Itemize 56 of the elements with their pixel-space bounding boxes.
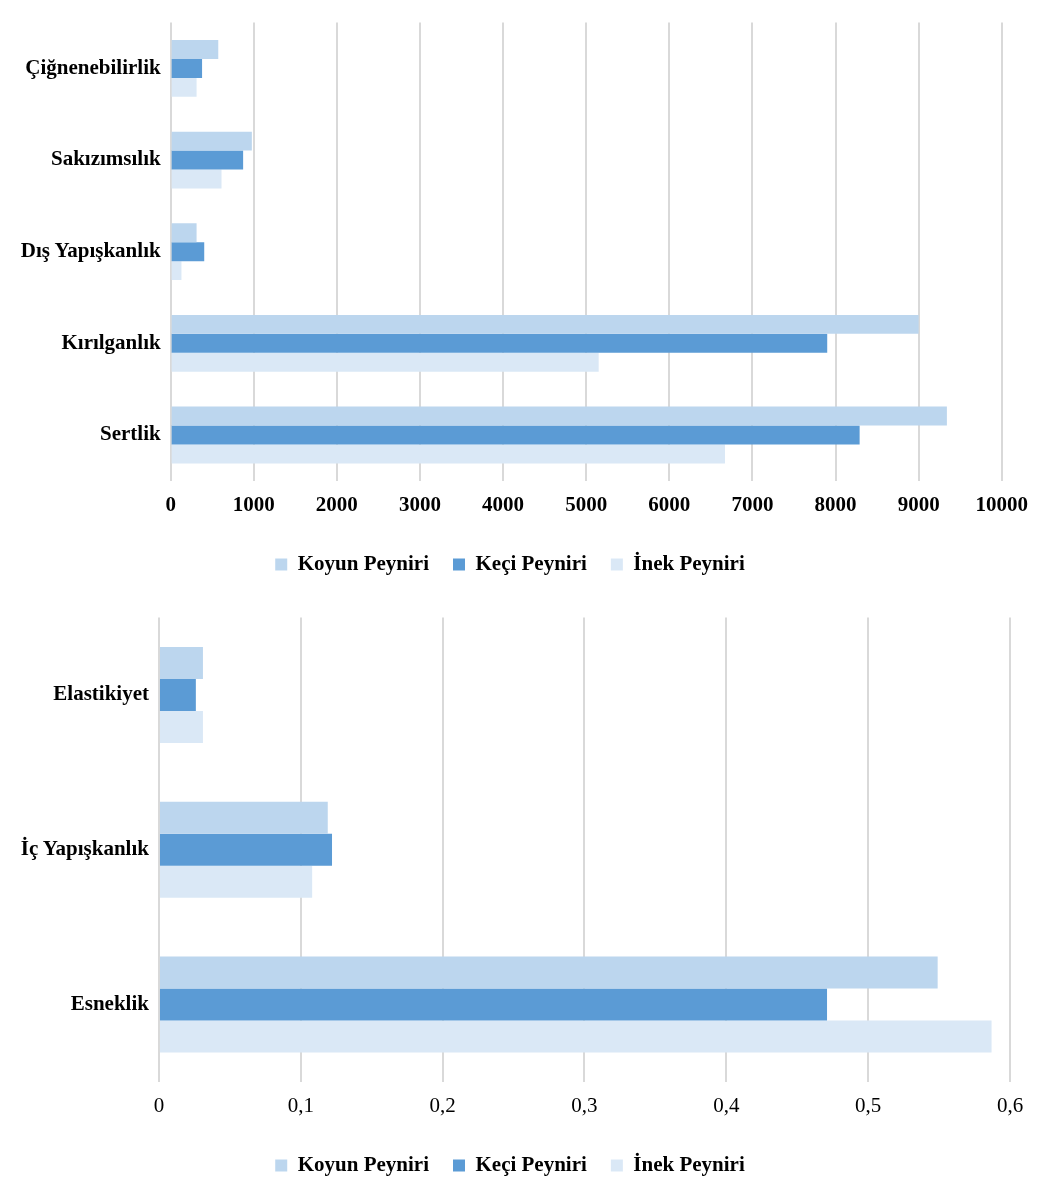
bar	[171, 444, 725, 464]
bar	[171, 261, 182, 281]
y-tick-label: Sakızımsılık	[50, 146, 161, 171]
x-tick-label: 0	[165, 491, 176, 516]
bar	[159, 647, 203, 679]
y-tick-label: Çiğnenebilirlik	[25, 54, 161, 79]
y-tick-label: Sertlik	[99, 421, 161, 446]
x-tick-label: 0,6	[996, 1092, 1024, 1117]
x-tick-label: 0	[153, 1092, 165, 1117]
legend-label: Koyun Peyniri	[297, 550, 430, 575]
x-tick-label: 4000	[482, 491, 525, 516]
bar	[159, 988, 828, 1021]
bar	[159, 801, 328, 834]
y-tick-label: Esneklik	[70, 990, 150, 1015]
x-tick-label: 7000	[731, 491, 774, 516]
bar	[171, 314, 919, 334]
bar	[159, 956, 938, 989]
legend-label: Koyun Peyniri	[297, 1151, 430, 1176]
x-tick-label: 10000	[975, 491, 1028, 516]
legend-label: Keçi Peyniri	[475, 1151, 588, 1176]
bar	[171, 58, 203, 78]
legend-label: Keçi Peyniri	[475, 550, 588, 575]
x-tick-label: 0,3	[571, 1092, 598, 1117]
bar	[159, 1020, 992, 1053]
x-tick-label: 5000	[565, 491, 608, 516]
bar	[171, 131, 252, 151]
y-tick-label: Elastikiyet	[53, 681, 149, 706]
y-tick-label: İç Yapışkanlık	[20, 836, 150, 861]
bar	[159, 865, 313, 898]
y-tick-label: Dış Yapışkanlık	[20, 238, 161, 263]
legend-label: İnek Peyniri	[633, 550, 745, 575]
bar	[171, 242, 205, 262]
x-tick-label: 6000	[648, 491, 691, 516]
legend-label: İnek Peyniri	[633, 1151, 745, 1176]
x-tick-label: 8000	[814, 491, 857, 516]
bar	[159, 678, 196, 711]
x-tick-label: 9000	[897, 491, 940, 516]
bar	[171, 352, 599, 372]
bar	[171, 333, 828, 353]
x-tick-label: 2000	[315, 491, 358, 516]
x-tick-label: 1000	[232, 491, 275, 516]
x-tick-label: 3000	[398, 491, 441, 516]
bar	[171, 150, 244, 170]
y-tick-label: Kırılganlık	[61, 329, 161, 354]
bar	[159, 833, 333, 866]
x-tick-label: 0,5	[855, 1092, 882, 1117]
bar	[171, 406, 947, 426]
bar	[171, 169, 222, 189]
bar	[171, 40, 219, 59]
x-tick-label: 0,2	[429, 1092, 456, 1117]
bar	[159, 710, 203, 743]
x-tick-label: 0,4	[713, 1092, 740, 1117]
x-tick-label: 0,1	[287, 1092, 314, 1117]
bar	[171, 77, 197, 97]
bar	[171, 223, 197, 243]
bar	[171, 425, 860, 445]
